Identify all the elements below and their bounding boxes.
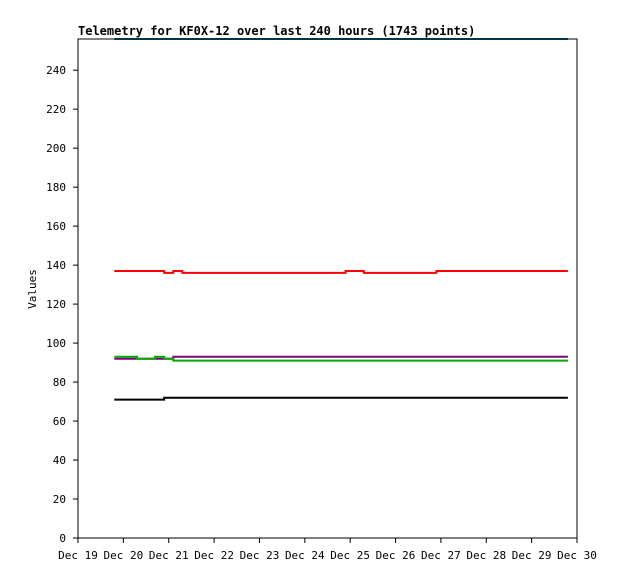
x-tick-label-5: Dec 24 xyxy=(285,549,325,562)
x-tick-label-8: Dec 27 xyxy=(421,549,461,562)
chart-title: Telemetry for KF0X-12 over last 240 hour… xyxy=(78,24,475,38)
y-tick-label-140: 140 xyxy=(46,259,66,272)
x-axis-ticks: Dec 19 Dec 20 Dec 21 Dec 22 Dec 23 Dec 24 Dec … xyxy=(58,538,597,562)
series-line-green xyxy=(114,355,568,362)
y-tick-label-120: 120 xyxy=(46,298,66,311)
y-tick-label-80: 80 xyxy=(53,376,66,389)
y-tick-label-200: 200 xyxy=(46,142,66,155)
x-tick-label-3: Dec 22 xyxy=(194,549,234,562)
series-line-black xyxy=(114,396,568,401)
x-tick-label-2: Dec 21 xyxy=(149,549,189,562)
y-tick-label-220: 220 xyxy=(46,103,66,116)
series-line-red xyxy=(114,270,568,274)
plot-frame xyxy=(77,38,578,539)
x-tick-label-9: Dec 28 xyxy=(466,549,506,562)
y-axis-ticks: 0 20 40 60 80 100 120 140 160 180 200 220 240 xyxy=(46,64,78,545)
x-tick-label-11: Dec 30 xyxy=(557,549,597,562)
y-tick-label-160: 160 xyxy=(46,220,66,233)
y-tick-label-180: 180 xyxy=(46,181,66,194)
x-tick-label-6: Dec 25 xyxy=(330,549,370,562)
x-tick-label-0: Dec 19 xyxy=(58,549,98,562)
x-tick-label-7: Dec 26 xyxy=(376,549,416,562)
series-line-purple xyxy=(114,355,568,360)
x-tick-label-1: Dec 20 xyxy=(103,549,143,562)
y-tick-label-100: 100 xyxy=(46,337,66,350)
y-tick-label-60: 60 xyxy=(53,415,66,428)
y-tick-label-240: 240 xyxy=(46,64,66,77)
y-axis-label: Values xyxy=(26,269,39,309)
x-tick-label-4: Dec 23 xyxy=(240,549,280,562)
x-tick-label-10: Dec 29 xyxy=(512,549,552,562)
y-tick-label-40: 40 xyxy=(53,454,66,467)
y-tick-label-0: 0 xyxy=(59,532,66,545)
y-tick-label-20: 20 xyxy=(53,493,66,506)
